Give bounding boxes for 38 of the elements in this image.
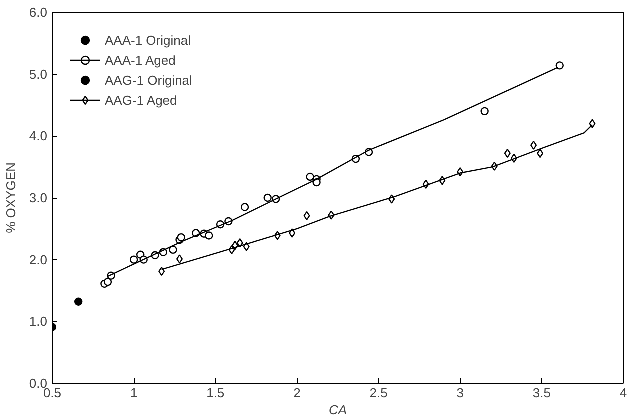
point [176, 254, 184, 264]
x-tick-label: 1 [130, 386, 138, 400]
point [556, 62, 564, 70]
point [530, 140, 538, 150]
y-tick-label: 6.0 [29, 5, 48, 20]
point [130, 256, 138, 264]
point [177, 233, 186, 242]
point [158, 266, 166, 276]
point [236, 238, 244, 248]
y-tick-label: 1.0 [29, 314, 48, 330]
y-tick-label: 4.0 [29, 128, 48, 144]
point [306, 172, 314, 182]
point [504, 148, 511, 158]
point [589, 119, 596, 128]
x-tick-label: 1.5 [206, 386, 225, 400]
x-tick-label: 2 [294, 386, 301, 400]
point [74, 298, 83, 306]
point [537, 148, 544, 158]
point [480, 107, 489, 116]
x-tick-label: 3.5 [532, 386, 551, 400]
x-tick-label: 3 [456, 386, 464, 400]
legend-label: AAG-1 Original [105, 72, 192, 88]
point [104, 278, 112, 286]
y-tick-label: 3.0 [29, 190, 48, 206]
point [264, 194, 272, 202]
x-tick-label: 4 [620, 386, 628, 400]
point [304, 211, 310, 221]
legend-label: AAG-1 Aged [105, 92, 178, 108]
legend-label: AAA-1 Aged [105, 52, 176, 68]
x-tick-label: 2.5 [370, 386, 388, 400]
point [205, 232, 214, 240]
y-tick-label: 2.0 [29, 252, 48, 268]
y-tick-label: 5.0 [29, 66, 48, 82]
x-axis-title: CA [328, 402, 348, 418]
y-axis-title: % OXYGEN [3, 162, 18, 234]
point [240, 203, 250, 212]
point [169, 246, 178, 254]
legend-label: AAA-1 Original [105, 32, 191, 48]
